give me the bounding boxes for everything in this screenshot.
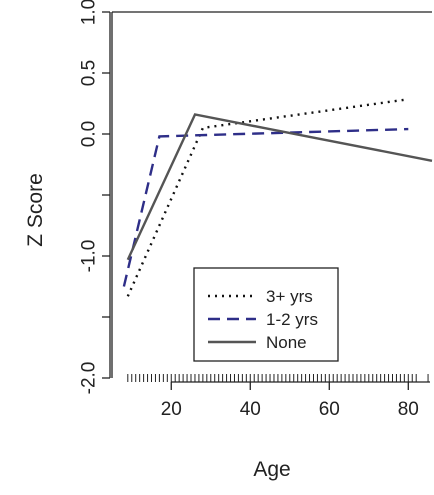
y-tick-label: -1.0 — [79, 240, 100, 273]
y-tick-label: -2.0 — [79, 362, 100, 395]
series-line-1-2-yrs — [122, 127, 409, 287]
x-axis-label: Age — [253, 458, 290, 481]
legend-label: 3+ yrs — [266, 287, 313, 306]
x-tick-label: 80 — [398, 399, 419, 420]
legend-label: 1-2 yrs — [266, 310, 318, 329]
rug-marks — [127, 374, 429, 382]
legend-label: None — [266, 333, 307, 352]
x-axis: 20 40 60 80 — [161, 381, 430, 420]
y-axis-label: Z Score — [24, 173, 47, 247]
x-tick-label: 60 — [319, 399, 340, 420]
legend: 3+ yrs 1-2 yrs None — [193, 267, 339, 362]
series-line-none — [126, 113, 433, 261]
y-tick-label: 0.5 — [79, 60, 100, 86]
legend-box — [193, 267, 339, 362]
y-axis: 1.0 0.5 0.0 -1.0 -2.0 — [79, 0, 111, 395]
x-tick-label: 40 — [240, 399, 261, 420]
y-tick-label: 0.0 — [79, 121, 100, 147]
y-tick-label: 1.0 — [79, 0, 100, 25]
series-lines — [122, 98, 433, 297]
x-tick-label: 20 — [161, 399, 182, 420]
